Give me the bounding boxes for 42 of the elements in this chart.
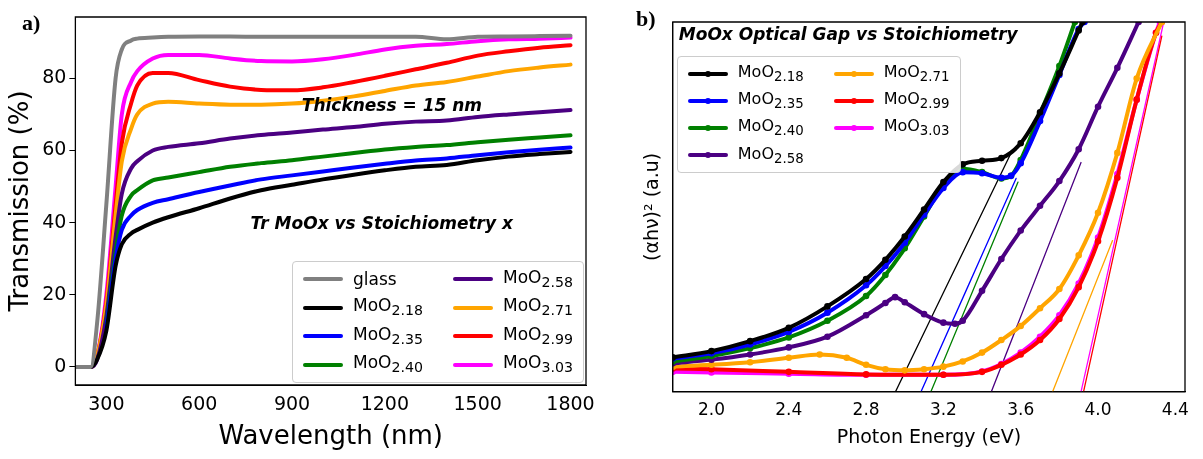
x-tick-label: 3.6 — [1007, 399, 1035, 420]
y-tick-label: 40 — [42, 209, 67, 232]
legend-label: MoO$_{2.71}$ — [883, 61, 950, 87]
x-tick-label: 2.4 — [775, 399, 803, 420]
legend-label: MoO$_{2.58}$ — [503, 265, 573, 293]
y-axis-title: Transmission (%) — [4, 90, 35, 313]
chart-title: MoOx Optical Gap vs Stoichiometry — [678, 24, 1018, 44]
legend-label: MoO$_{2.40}$ — [737, 115, 804, 141]
annotation: Tr MoOx vs Stoichiometry x — [250, 213, 513, 234]
legend-label: MoO$_{2.35}$ — [737, 88, 804, 114]
legend-label: MoO$_{3.03}$ — [503, 351, 573, 378]
legend-label: MoO$_{3.03}$ — [883, 115, 950, 141]
y-axis-title: (αhν)² (a.u) — [640, 152, 663, 262]
annotation: Thickness = 15 nm — [301, 95, 483, 116]
legend-label: MoO$_{2.99}$ — [503, 322, 573, 350]
legend-label: MoO$_{2.18}$ — [737, 61, 804, 87]
y-tick-label: 20 — [42, 281, 67, 304]
x-tick-label: 2.8 — [852, 399, 880, 420]
legend-label: MoO$_{2.40}$ — [353, 351, 424, 378]
x-tick-label: 4.4 — [1161, 399, 1189, 420]
x-axis-title: Photon Energy (eV) — [836, 424, 1022, 447]
x-tick-label: 900 — [273, 392, 311, 415]
x-tick-label: 2.0 — [697, 399, 725, 420]
legend-label: MoO$_{2.71}$ — [503, 294, 573, 321]
legend-label: MoO$_{2.35}$ — [353, 322, 424, 350]
x-axis-title: Wavelength (nm) — [218, 420, 443, 451]
x-tick-label: 1800 — [546, 392, 595, 415]
x-tick-label: 1500 — [453, 392, 502, 415]
x-tick-label: 1200 — [360, 392, 410, 415]
legend-label: MoO$_{2.18}$ — [353, 294, 424, 321]
text: b) — [636, 6, 656, 32]
legend-label: glass — [353, 267, 397, 291]
y-tick-label: 80 — [42, 65, 67, 88]
x-tick-label: 600 — [181, 392, 218, 415]
x-tick-label: 300 — [88, 392, 125, 415]
text: a) — [22, 10, 41, 36]
legend-label: MoO$_{2.58}$ — [737, 142, 804, 168]
y-tick-label: 0 — [54, 353, 67, 376]
legend-label: MoO$_{2.99}$ — [883, 88, 950, 114]
y-tick-label: 60 — [42, 137, 67, 160]
x-tick-label: 4.0 — [1084, 399, 1112, 420]
x-tick-label: 3.2 — [929, 399, 957, 420]
